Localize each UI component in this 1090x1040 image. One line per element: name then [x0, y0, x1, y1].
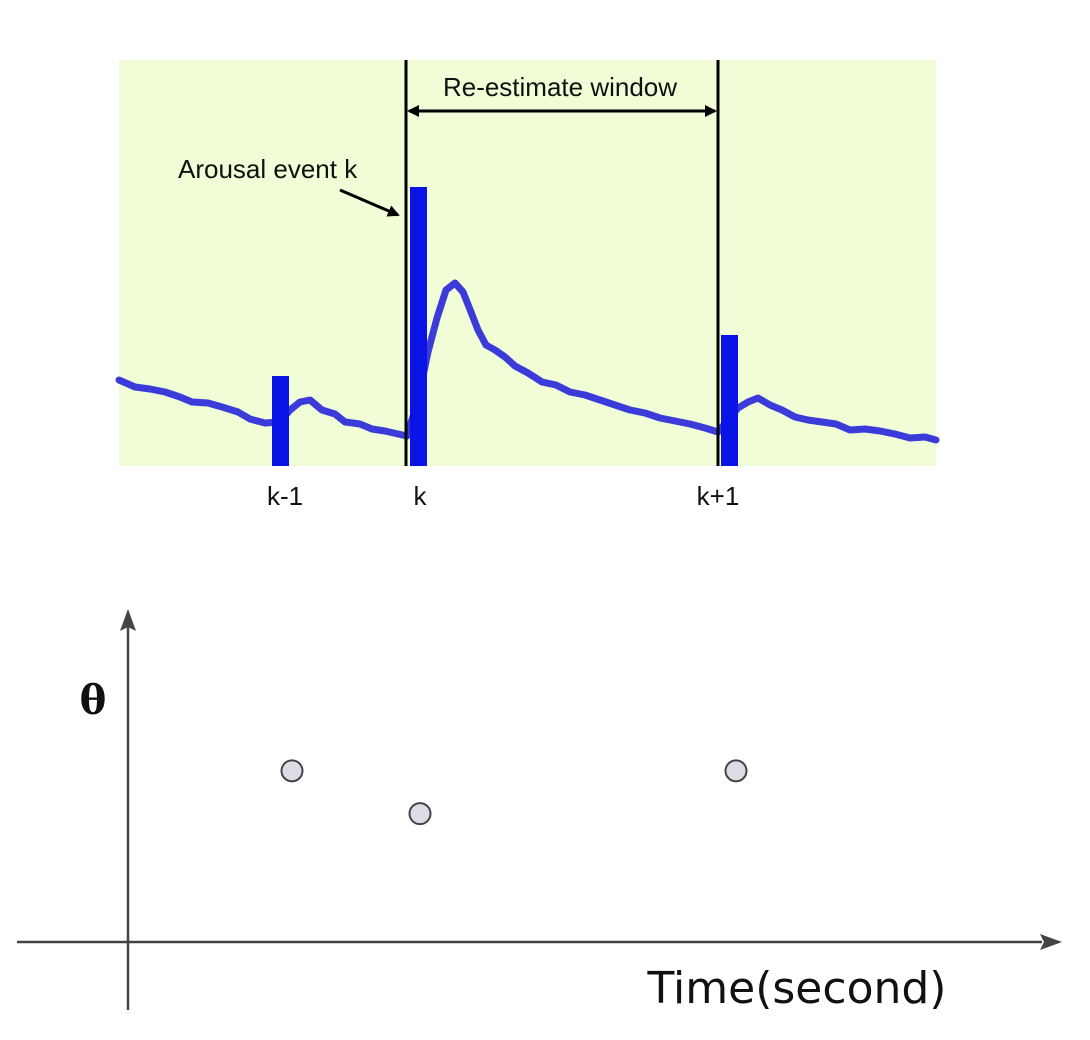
theta-point-2	[408, 802, 432, 826]
event-label-k-minus-1: k-1	[267, 481, 303, 511]
x-axis-arrowhead	[1040, 934, 1062, 950]
bottom-panel: θ Time(second)	[17, 609, 1062, 1014]
x-axis-label: Time(second)	[647, 963, 947, 1014]
event-bar-k	[410, 187, 427, 466]
event-bar-k-plus-1	[721, 335, 738, 466]
top-panel: Re-estimate window Arousal event k k-1 k…	[115, 60, 940, 511]
y-axis-label: θ	[80, 677, 107, 724]
event-annotation: Arousal event k	[178, 154, 358, 184]
theta-point-3	[724, 759, 748, 783]
event-label-k: k	[414, 481, 428, 511]
event-label-k-plus-1: k+1	[697, 481, 740, 511]
y-axis-arrowhead	[120, 609, 136, 631]
annotation-arrow	[339, 188, 400, 217]
theta-points	[280, 759, 748, 826]
event-bar-k-minus-1	[272, 376, 289, 466]
window-label: Re-estimate window	[443, 72, 677, 102]
theta-point-1	[280, 759, 304, 783]
panel-background	[119, 60, 936, 466]
